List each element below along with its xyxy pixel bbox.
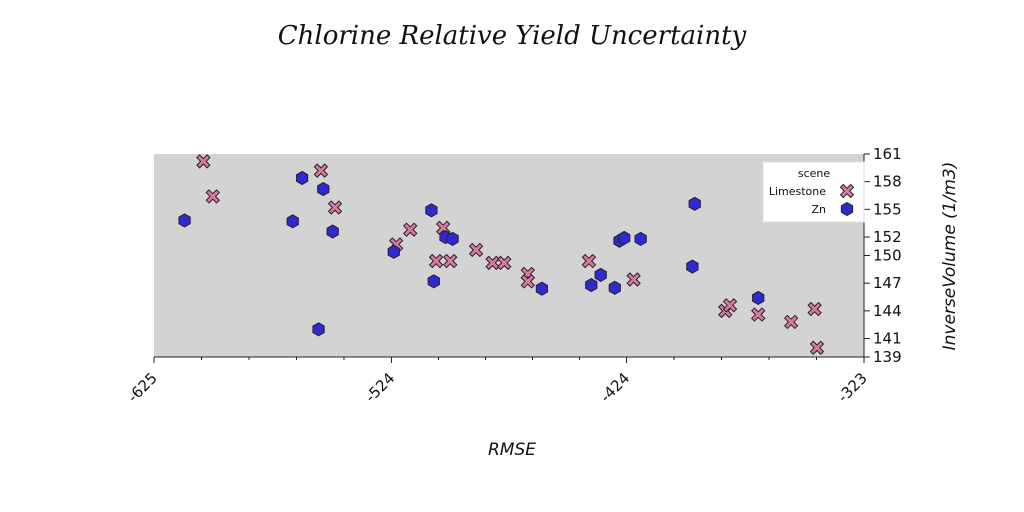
data-point-zn xyxy=(295,170,309,186)
x-tick-label: -524 xyxy=(361,369,398,406)
data-point-zn xyxy=(535,281,549,296)
data-point-limestone xyxy=(403,222,418,237)
y-tick-label: 152 xyxy=(873,228,902,246)
data-point-limestone xyxy=(581,253,597,269)
data-point-limestone xyxy=(443,253,458,269)
x-tick-label: -323 xyxy=(834,369,871,406)
y-tick-label: 139 xyxy=(873,348,902,366)
legend-label-limestone: Limestone xyxy=(769,185,826,198)
legend-marker-limestone xyxy=(839,183,855,199)
data-points xyxy=(178,154,825,355)
y-tick-label: 144 xyxy=(873,302,902,320)
data-point-limestone xyxy=(751,307,766,322)
data-point-limestone xyxy=(205,189,220,204)
x-tick-label: -424 xyxy=(597,369,634,406)
data-point-zn xyxy=(425,203,438,218)
y-tick-label: 158 xyxy=(873,173,902,191)
data-point-zn xyxy=(688,196,701,211)
data-point-zn xyxy=(312,322,325,337)
x-tick-label: -625 xyxy=(124,369,161,406)
data-point-limestone xyxy=(783,314,799,330)
data-point-zn xyxy=(178,213,191,228)
data-point-zn xyxy=(317,181,330,197)
data-point-limestone xyxy=(626,272,641,287)
data-point-limestone xyxy=(520,274,536,289)
legend-title: scene xyxy=(798,167,831,180)
data-point-limestone xyxy=(807,301,822,317)
legend-label-zn: Zn xyxy=(811,203,826,216)
y-tick-label: 161 xyxy=(873,145,902,163)
legend: scene Limestone Zn xyxy=(762,161,865,223)
data-point-zn xyxy=(286,214,299,229)
x-axis-label: RMSE xyxy=(488,440,536,460)
plot-area xyxy=(154,154,864,357)
data-point-zn xyxy=(387,244,400,259)
data-point-limestone xyxy=(327,200,343,215)
data-point-limestone xyxy=(468,242,484,258)
chart-title: Chlorine Relative Yield Uncertainty xyxy=(278,21,747,51)
legend-marker-zn xyxy=(840,201,854,217)
y-tick-label: 150 xyxy=(873,247,902,265)
data-point-limestone xyxy=(809,340,825,355)
data-point-zn xyxy=(585,277,598,293)
data-point-limestone xyxy=(485,255,500,271)
data-point-zn xyxy=(427,274,440,289)
y-tick-label: 147 xyxy=(873,274,902,292)
data-point-zn xyxy=(634,231,647,246)
data-point-limestone xyxy=(497,255,512,271)
data-point-limestone xyxy=(722,298,738,313)
data-point-limestone xyxy=(428,253,444,269)
data-point-zn xyxy=(618,230,631,246)
data-point-limestone xyxy=(313,163,329,178)
data-point-zn xyxy=(686,259,699,274)
data-point-zn xyxy=(608,280,621,295)
y-tick-label: 141 xyxy=(873,330,902,348)
data-point-zn xyxy=(326,224,339,239)
y-tick-label: 155 xyxy=(873,200,902,218)
data-point-zn xyxy=(446,231,459,246)
data-point-zn xyxy=(594,267,607,282)
data-point-limestone xyxy=(196,154,211,169)
y-axis-label: InverseVolume (1/m3) xyxy=(940,162,960,351)
data-point-zn xyxy=(752,290,765,306)
